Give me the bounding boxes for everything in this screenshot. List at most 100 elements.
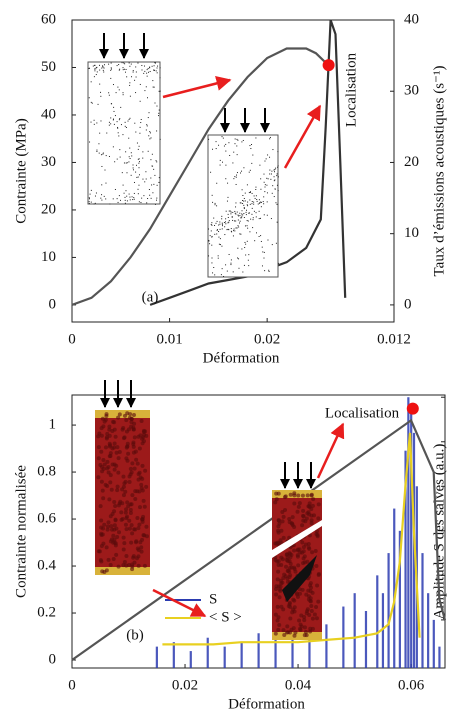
inset-dot [125, 162, 127, 164]
grain [137, 505, 142, 510]
pointer-arrow [316, 422, 345, 479]
y2-axis-title: Taux d’émissions acoustiques (s⁻¹) [431, 66, 447, 277]
bar [274, 628, 277, 668]
grain [305, 511, 310, 516]
inset-dot [100, 197, 102, 199]
inset-dot [211, 222, 213, 224]
bar [291, 637, 294, 668]
grain [138, 433, 143, 438]
inset-dot [273, 171, 275, 173]
inset-dot [157, 65, 159, 67]
grain [128, 466, 133, 471]
inset-dot [118, 135, 120, 137]
grain [106, 557, 111, 562]
inset-dot [271, 244, 273, 246]
inset-dot [211, 257, 213, 259]
inset-dot [137, 158, 139, 160]
inset-dot [154, 69, 156, 71]
grain [129, 416, 134, 421]
inset-dot [266, 177, 268, 179]
grain [281, 514, 286, 519]
grain [108, 473, 113, 478]
grain [107, 444, 112, 449]
grain [284, 564, 289, 569]
y-tick-label: 50 [41, 59, 56, 75]
inset-dot [153, 86, 155, 88]
grain [114, 526, 119, 531]
inset-dot [255, 137, 257, 139]
bar [155, 646, 158, 668]
grain [102, 569, 107, 574]
grain [293, 630, 298, 635]
inset-dot [219, 221, 221, 223]
inset-dot [234, 210, 236, 212]
pointer-arrow [152, 588, 207, 618]
inset-dot [139, 132, 141, 134]
inset-dot [211, 236, 213, 238]
grain [312, 612, 317, 617]
inset-dot [138, 162, 140, 164]
inset-dot [242, 200, 244, 202]
inset-dot [230, 259, 232, 261]
bar [308, 619, 311, 668]
inset-dot [131, 76, 133, 78]
inset-dot [88, 67, 90, 69]
y2-tick-label: 0 [404, 296, 412, 312]
inset-dot [125, 68, 127, 70]
inset-dot [270, 173, 272, 175]
inset-dot [88, 198, 90, 200]
grain [143, 468, 148, 473]
grain [105, 527, 110, 532]
grain [113, 504, 118, 509]
grain [273, 500, 278, 505]
inset-dot [215, 148, 217, 150]
grain [100, 488, 105, 493]
inset-dot [211, 244, 213, 246]
grain [306, 545, 311, 550]
inset-dot [156, 184, 158, 186]
inset-dot [131, 155, 133, 157]
grain [104, 412, 109, 417]
grain [301, 561, 306, 566]
grain [116, 564, 121, 569]
inset-specimen [87, 61, 161, 205]
inset-dot [90, 81, 92, 83]
y2-tick-label: 40 [404, 11, 419, 27]
y-axis-title: Contrainte normalisée [13, 465, 29, 598]
inset-dot [242, 139, 244, 141]
grain [100, 532, 105, 537]
inset-dot [224, 226, 226, 228]
grain [309, 518, 314, 523]
crack [272, 520, 322, 558]
x-tick-label: 0.04 [285, 677, 312, 693]
inset-dot [276, 203, 278, 205]
inset-dot [124, 199, 126, 201]
inset-dot [258, 235, 260, 237]
grain [100, 416, 105, 421]
grain [139, 482, 144, 487]
grain [279, 528, 284, 533]
inset-dot [110, 77, 112, 79]
inset-dot [147, 150, 149, 152]
inset-dot [244, 241, 246, 243]
inset-dot [154, 174, 156, 176]
grain [98, 504, 103, 509]
grain [299, 613, 304, 618]
inset-dot [152, 80, 154, 82]
grain [307, 501, 312, 506]
grain [297, 618, 302, 623]
inset-dot [261, 265, 263, 267]
inset-dot [152, 165, 154, 167]
y-tick-label: 0.4 [37, 557, 56, 573]
inset-dot [213, 267, 215, 269]
grain [136, 477, 141, 482]
grain [141, 498, 146, 503]
inset-dot [235, 213, 237, 215]
inset-dot [275, 202, 277, 204]
inset-dot [119, 199, 121, 201]
grain [304, 633, 309, 638]
inset-dot [208, 255, 210, 257]
inset-dot [133, 197, 135, 199]
inset-dot [143, 72, 145, 74]
inset-dot [230, 228, 232, 230]
